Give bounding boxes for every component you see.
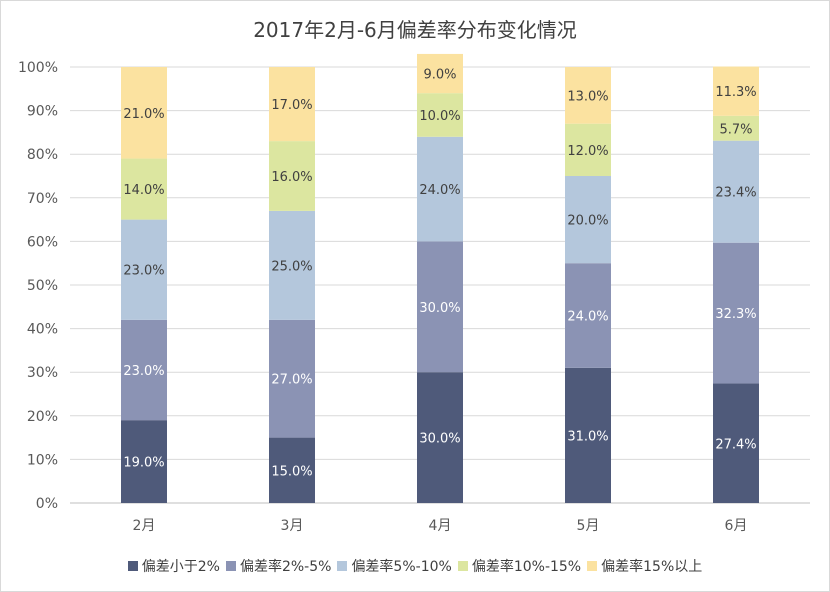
- legend-item: 偏差率5%-10%: [337, 556, 452, 576]
- legend-item: 偏差率2%-5%: [225, 556, 332, 576]
- bar-segment: [565, 263, 611, 368]
- data-label: 23.0%: [123, 264, 164, 279]
- y-tick-label: 70%: [27, 191, 58, 207]
- y-tick-label: 50%: [27, 278, 58, 294]
- x-tick-label: 2月: [133, 518, 156, 534]
- legend-swatch: [457, 561, 468, 571]
- data-label: 14.0%: [123, 183, 164, 198]
- bar-segment: [417, 241, 463, 373]
- chart-title: 2017年2月-6月偏差率分布变化情况: [253, 18, 577, 42]
- data-label: 23.4%: [715, 186, 756, 201]
- data-label: 9.0%: [423, 68, 456, 83]
- data-label: 25.0%: [271, 259, 312, 274]
- legend-swatch: [587, 561, 598, 571]
- bar-segment: [713, 383, 759, 503]
- x-tick-label: 4月: [429, 518, 452, 534]
- data-label: 30.0%: [419, 301, 460, 316]
- data-label: 13.0%: [567, 89, 608, 104]
- bar-segment: [121, 219, 167, 320]
- data-label: 17.0%: [271, 98, 312, 113]
- bar-segment: [565, 176, 611, 264]
- bar-segment: [565, 367, 611, 503]
- bar-segment: [565, 123, 611, 176]
- bar-segment: [713, 140, 759, 243]
- bar-segment: [121, 158, 167, 220]
- data-label: 24.0%: [567, 310, 608, 325]
- bar-segment: [269, 210, 315, 320]
- bar-segment: [269, 437, 315, 503]
- y-tick-label: 80%: [27, 147, 58, 163]
- data-label: 12.0%: [567, 144, 608, 159]
- bar-segment: [269, 141, 315, 211]
- legend-swatch: [225, 561, 236, 571]
- data-label: 30.0%: [419, 432, 460, 447]
- bar-segment: [713, 115, 759, 141]
- data-label: 27.4%: [715, 437, 756, 452]
- data-label: 31.0%: [567, 429, 608, 444]
- bar-segment: [121, 67, 167, 159]
- data-label: 24.0%: [419, 183, 460, 198]
- bar-segment: [417, 93, 463, 137]
- y-tick-label: 90%: [27, 104, 58, 120]
- data-label: 16.0%: [271, 170, 312, 185]
- bar-segment: [565, 67, 611, 124]
- y-tick-label: 30%: [27, 365, 58, 381]
- data-label: 20.0%: [567, 214, 608, 229]
- data-label: 27.0%: [271, 373, 312, 388]
- legend-label: 偏差率15%以上: [601, 559, 703, 575]
- bar-segment: [121, 420, 167, 503]
- bar-segment: [269, 67, 315, 142]
- legend-item: 偏差率15%以上: [587, 556, 702, 576]
- data-label: 19.0%: [123, 456, 164, 471]
- x-tick-label: 3月: [281, 518, 304, 534]
- chart-legend: 偏差小于2% 偏差率2%-5% 偏差率5%-10% 偏差率10%-15% 偏差率15%以…: [0, 556, 830, 576]
- legend-swatch: [337, 561, 348, 571]
- data-label: 5.7%: [719, 122, 752, 137]
- y-tick-label: 10%: [27, 452, 58, 468]
- bar-segment: [121, 319, 167, 421]
- legend-item: 偏差率10%-15%: [457, 556, 582, 576]
- x-tick-label: 6月: [725, 518, 748, 534]
- y-tick-label: 100%: [18, 60, 58, 76]
- legend-swatch: [127, 561, 138, 571]
- data-label: 10.0%: [419, 109, 460, 124]
- bar-segment: [713, 66, 759, 116]
- x-tick-label: 5月: [577, 518, 600, 534]
- legend-label: 偏差率10%-15%: [471, 559, 582, 575]
- legend-label: 偏差率5%-10%: [351, 559, 452, 575]
- bar-segment: [417, 136, 463, 242]
- y-tick-label: 0%: [36, 496, 58, 512]
- y-tick-label: 60%: [27, 234, 58, 250]
- data-label: 21.0%: [123, 107, 164, 122]
- y-tick-label: 40%: [27, 322, 58, 338]
- legend-item: 偏差小于2%: [127, 556, 220, 576]
- bar-segment: [417, 372, 463, 503]
- bar-segment: [417, 53, 463, 94]
- legend-label: 偏差小于2%: [141, 559, 220, 575]
- bar-segment: [713, 242, 759, 384]
- legend-label: 偏差率2%-5%: [239, 559, 332, 575]
- y-tick-label: 20%: [27, 409, 58, 425]
- bar-segment: [269, 319, 315, 438]
- data-label: 32.3%: [715, 307, 756, 322]
- data-label: 23.0%: [123, 364, 164, 379]
- data-label: 15.0%: [271, 464, 312, 479]
- data-label: 11.3%: [715, 85, 756, 100]
